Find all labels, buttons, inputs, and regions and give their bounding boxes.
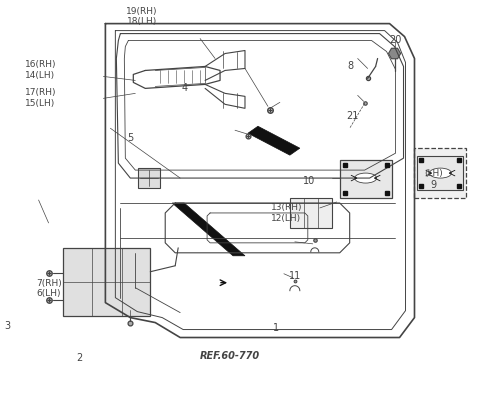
Text: 2: 2 (76, 353, 83, 363)
Text: 10: 10 (303, 176, 315, 186)
Bar (415, 148, 467, 198)
Bar (340, 160, 392, 198)
Polygon shape (172, 203, 245, 256)
Text: 3: 3 (5, 321, 11, 331)
Ellipse shape (355, 173, 377, 183)
Text: REF.60-770: REF.60-770 (199, 351, 260, 361)
Text: 16(RH)
14(LH): 16(RH) 14(LH) (24, 60, 56, 80)
Text: 19(RH)
18(LH): 19(RH) 18(LH) (126, 7, 157, 27)
Bar (62, 248, 150, 316)
Bar (138, 168, 160, 188)
Text: 4: 4 (182, 83, 188, 93)
Bar (418, 156, 463, 190)
Text: 20: 20 (389, 35, 402, 45)
Text: 9: 9 (431, 180, 437, 190)
Text: 11: 11 (289, 271, 301, 281)
Text: 8: 8 (347, 61, 353, 71)
Text: 21: 21 (346, 111, 359, 121)
Ellipse shape (430, 168, 451, 178)
Text: 1: 1 (273, 323, 279, 333)
Text: 5: 5 (127, 133, 133, 142)
Polygon shape (248, 126, 300, 155)
Polygon shape (389, 48, 400, 59)
Text: 7(RH)
6(LH): 7(RH) 6(LH) (36, 279, 62, 298)
Bar (290, 198, 332, 228)
Text: (LH): (LH) (424, 169, 443, 178)
Text: 17(RH)
15(LH): 17(RH) 15(LH) (24, 88, 56, 107)
Text: 13(RH)
12(LH): 13(RH) 12(LH) (271, 203, 302, 222)
